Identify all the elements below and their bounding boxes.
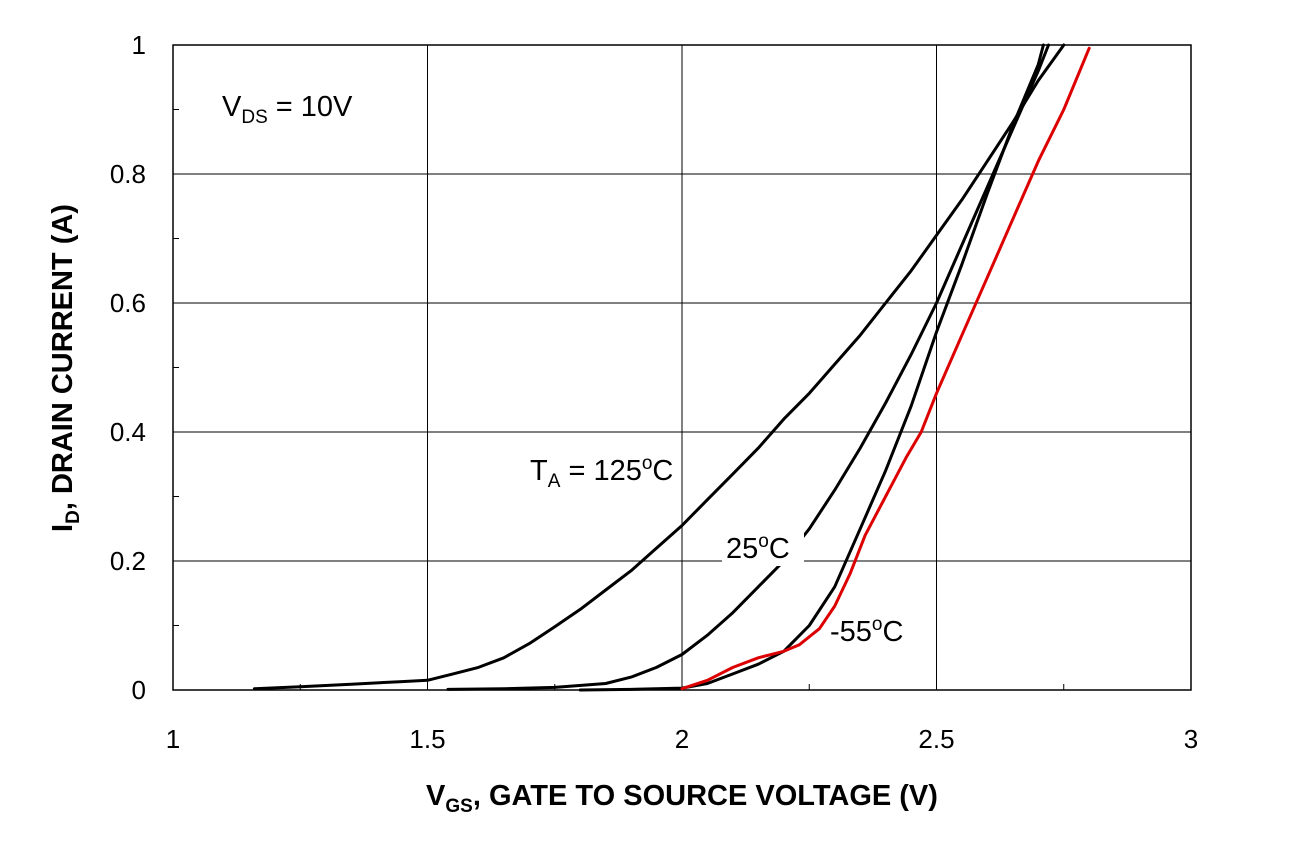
series-line bbox=[446, 43, 1050, 691]
vds-annotation: VDS = 10V bbox=[222, 91, 353, 128]
x-tick-label: 2 bbox=[675, 724, 689, 754]
tm55-sup: o bbox=[872, 614, 883, 635]
tm55-unit: C bbox=[883, 616, 904, 648]
x-axis-title-main: V bbox=[426, 780, 446, 812]
t25-main: 25 bbox=[726, 533, 758, 565]
x-axis-title-rest: , GATE TO SOURCE VOLTAGE (V) bbox=[473, 780, 938, 812]
t125-annotation: TA = 125oC bbox=[530, 453, 673, 492]
t25-label-bg bbox=[722, 528, 804, 566]
y-tick-label: 1 bbox=[132, 30, 146, 60]
y-tick-label: 0.2 bbox=[110, 546, 146, 576]
t125-main: T bbox=[530, 455, 548, 487]
t25-unit: C bbox=[769, 533, 790, 565]
t125-sub: A bbox=[548, 471, 561, 492]
series-layer bbox=[252, 43, 1091, 692]
t125-rest: = 125 bbox=[560, 455, 641, 487]
t125-unit: C bbox=[652, 455, 673, 487]
y-axis-title: ID, DRAIN CURRENT (A) bbox=[47, 204, 84, 532]
series-line bbox=[680, 46, 1091, 691]
x-axis-title: VGS, GATE TO SOURCE VOLTAGE (V) bbox=[426, 780, 938, 817]
t25-annotation: 25oC bbox=[726, 531, 790, 565]
x-tick-label: 3 bbox=[1184, 724, 1198, 754]
tm55-main: -55 bbox=[830, 616, 872, 648]
y-tick-label: 0.8 bbox=[110, 159, 146, 189]
series-line bbox=[578, 43, 1045, 692]
y-axis-title-main: I bbox=[47, 524, 79, 532]
y-tick-label: 0.4 bbox=[110, 417, 146, 447]
tm55-annotation: -55oC bbox=[830, 614, 903, 648]
vds-main: V bbox=[222, 91, 242, 123]
minor-tick-layer bbox=[173, 109, 1065, 690]
vds-rest: = 10V bbox=[268, 91, 353, 123]
vds-sub: DS bbox=[241, 107, 267, 128]
y-tick-label: 0 bbox=[132, 675, 146, 705]
y-tick-labels: 0 0.2 0.4 0.6 0.8 1 bbox=[110, 30, 146, 705]
x-tick-label: 2.5 bbox=[918, 724, 954, 754]
y-axis-title-rest: , DRAIN CURRENT (A) bbox=[47, 204, 79, 510]
x-axis-title-sub: GS bbox=[445, 796, 472, 817]
grid-layer bbox=[172, 44, 1192, 691]
t125-sup: o bbox=[642, 453, 653, 474]
y-tick-label: 0.6 bbox=[110, 288, 146, 318]
t25-sup: o bbox=[758, 531, 769, 552]
x-tick-labels: 1 1.5 2 2.5 3 bbox=[166, 724, 1198, 754]
x-tick-label: 1 bbox=[166, 724, 180, 754]
series-line bbox=[252, 43, 1066, 691]
y-axis-title-sub: D bbox=[63, 510, 84, 524]
x-tick-label: 1.5 bbox=[409, 724, 445, 754]
